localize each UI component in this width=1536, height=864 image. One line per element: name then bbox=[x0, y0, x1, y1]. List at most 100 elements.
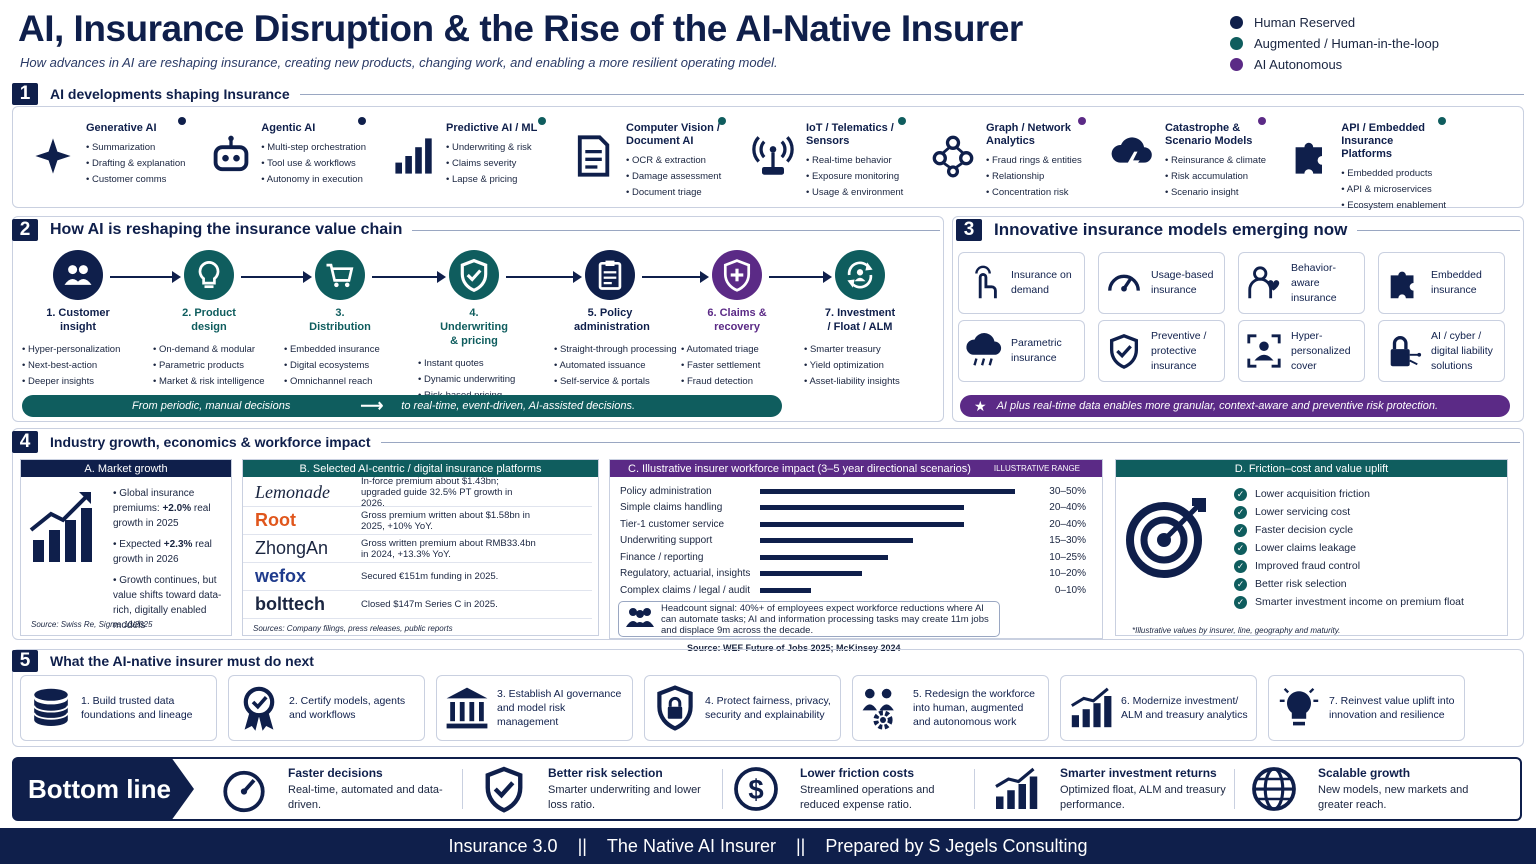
step-label: 7. Investment / Float / ALM bbox=[824, 307, 896, 333]
workforce-bar bbox=[760, 571, 862, 577]
card-list-item: Customer comms bbox=[86, 172, 186, 188]
person-frame-icon bbox=[1245, 329, 1283, 373]
section-title: AI developments shaping Insurance bbox=[50, 86, 290, 102]
card-title: Agentic AI bbox=[261, 122, 316, 134]
step-list-item: Market & risk intelligence bbox=[153, 374, 269, 390]
step-label: 6. Claims & recovery bbox=[707, 307, 767, 333]
mode-dot bbox=[358, 117, 366, 125]
next-step-label: 3. Establish AI governance and model ris… bbox=[497, 688, 622, 728]
source-note: Source: WEF Future of Jobs 2025; McKinse… bbox=[687, 643, 901, 653]
card-list: Multi-step orchestrationTool use & workf… bbox=[261, 140, 366, 188]
mode-dot bbox=[718, 117, 726, 125]
insurance-model-card: Insurance on demand bbox=[958, 252, 1085, 314]
mode-dot bbox=[1438, 117, 1446, 125]
section-number: 4 bbox=[12, 431, 38, 453]
section-1-header: 1 AI developments shaping Insurance bbox=[12, 83, 1524, 105]
step-list-item: Automated triage bbox=[681, 342, 797, 358]
panel-header: A. Market growth bbox=[21, 460, 231, 477]
section-number: 3 bbox=[956, 219, 982, 241]
database-icon bbox=[27, 680, 75, 736]
market-fact: • Expected +2.3% real growth in 2026 bbox=[113, 539, 212, 565]
section-title: How AI is reshaping the insurance value … bbox=[50, 221, 403, 238]
section-2-header: 2 How AI is reshaping the insurance valu… bbox=[12, 219, 940, 241]
platform-row: Lemonade In-force premium about $1.43bn; … bbox=[243, 476, 592, 509]
model-label: Preventive / protective insurance bbox=[1151, 329, 1207, 372]
legend-label: AI Autonomous bbox=[1254, 57, 1343, 72]
step-list-item: Next-best-action bbox=[22, 358, 138, 374]
idea-bulb-icon bbox=[1275, 680, 1323, 736]
step-list-item: Deeper insights bbox=[22, 374, 138, 390]
value-chain-step: 7. Investment / Float / ALM Smarter treas… bbox=[800, 250, 920, 390]
storm-cloud-icon bbox=[1108, 126, 1157, 186]
value-chain-banner: From periodic, manual decisions ⟶ to rea… bbox=[22, 395, 782, 417]
card-list-item: Document triage bbox=[626, 185, 726, 201]
bar-chart-icon bbox=[388, 126, 438, 186]
platform-logo: ZhongAn bbox=[255, 538, 329, 558]
platform-logo: bolttech bbox=[255, 594, 325, 614]
bottom-line-item: Faster decisions Real-time, automated and… bbox=[214, 759, 464, 819]
bottom-line-text: Faster decisions Real-time, automated and… bbox=[288, 766, 458, 813]
section-5-header: 5 What the AI-native insurer must do nex… bbox=[12, 650, 1520, 672]
flow-arrow-icon bbox=[506, 271, 582, 283]
legend-item-autonomous: AI Autonomous bbox=[1230, 54, 1439, 75]
legend-item-augmented: Augmented / Human-in-the-loop bbox=[1230, 33, 1439, 54]
step-list-item: Fraud detection bbox=[681, 374, 797, 390]
card-title: API / Embedded Insurance Platforms bbox=[1341, 122, 1426, 160]
ai-development-card: IoT / Telematics / Sensors Real-time beha… bbox=[740, 110, 914, 203]
card-list: Embedded productsAPI & microservicesEcos… bbox=[1341, 166, 1446, 214]
person-heart-icon bbox=[1245, 261, 1283, 305]
growth-chart-icon bbox=[29, 490, 95, 569]
card-title: Generative AI bbox=[86, 122, 157, 134]
card-list-item: Fraud rings & entities bbox=[986, 153, 1086, 169]
card-list-item: Real-time behavior bbox=[806, 153, 906, 169]
workforce-range: 20–40% bbox=[1049, 518, 1086, 530]
section-1-panel bbox=[12, 106, 1524, 208]
section-3-header: 3 Innovative insurance models emerging n… bbox=[956, 219, 1520, 241]
platforms-panel: B. Selected AI-centric / digital insuran… bbox=[242, 459, 599, 636]
insurance-model-card: Preventive / protective insurance bbox=[1098, 320, 1225, 382]
card-title: Predictive AI / ML bbox=[446, 122, 538, 134]
step-list: Embedded insuranceDigital ecosystemsOmni… bbox=[280, 342, 400, 390]
insurance-model-card: AI / cyber / digital liability solutions bbox=[1378, 320, 1505, 382]
growth-chart-icon bbox=[986, 761, 1046, 817]
flow-arrow-icon bbox=[241, 271, 312, 283]
workforce-range: 30–50% bbox=[1049, 485, 1086, 497]
step-list-item: Embedded insurance bbox=[284, 342, 400, 358]
platform-row: Root Gross premium written about $1.58bn … bbox=[243, 507, 592, 535]
legend-item-human: Human Reserved bbox=[1230, 12, 1439, 33]
bottom-line-item: Better risk selection Smarter underwritin… bbox=[474, 759, 724, 819]
divider bbox=[380, 441, 1520, 443]
workforce-bar bbox=[760, 505, 964, 511]
step-list-item: Hyper-personalization bbox=[22, 342, 138, 358]
cycle-icon bbox=[835, 250, 885, 300]
market-fact: • Growth continues, but value shifts tow… bbox=[113, 575, 222, 631]
gauge-icon bbox=[1105, 261, 1143, 305]
bottom-line-title: Better risk selection bbox=[548, 765, 663, 780]
model-label: Parametric insurance bbox=[1011, 337, 1062, 364]
benefit-label: Lower servicing cost bbox=[1255, 506, 1351, 518]
legend-label: Augmented / Human-in-the-loop bbox=[1254, 36, 1439, 51]
step-label: 1. Customer insight bbox=[46, 307, 110, 333]
card-title: Graph / Network Analytics bbox=[986, 122, 1071, 147]
benefit-label: Smarter investment income on premium flo… bbox=[1255, 596, 1464, 608]
section-title: Innovative insurance models emerging now bbox=[994, 220, 1348, 239]
step-label: 2. Product design bbox=[182, 307, 236, 333]
footer-left: Insurance 3.0 bbox=[448, 835, 558, 856]
flow-arrow-icon bbox=[110, 271, 181, 283]
card-list-item: Claims severity bbox=[446, 156, 546, 172]
insurance-model-card: Usage-based insurance bbox=[1098, 252, 1225, 314]
card-list-item: OCR & extraction bbox=[626, 153, 726, 169]
card-body: Catastrophe & Scenario Models Reinsurance… bbox=[1165, 118, 1266, 198]
benefit-item: ✓ Lower acquisition friction bbox=[1234, 485, 1464, 503]
lock-circuit-icon bbox=[1385, 329, 1423, 373]
section-2-panel bbox=[12, 216, 944, 422]
card-body: Generative AI SummarizationDrafting & exp… bbox=[86, 118, 186, 195]
lightbulb-icon bbox=[184, 250, 234, 300]
card-list-item: Ecosystem enablement bbox=[1341, 198, 1446, 214]
footer-right: Prepared by S Jegels Consulting bbox=[825, 835, 1088, 856]
ai-development-card: Predictive AI / ML Underwriting & riskCla… bbox=[380, 110, 554, 203]
divider bbox=[1357, 229, 1520, 231]
platform-desc: Secured €151m funding in 2025. bbox=[361, 571, 499, 582]
panel-header: C. Illustrative insurer workforce impact… bbox=[610, 460, 1102, 477]
puzzle-icon bbox=[1288, 126, 1333, 186]
